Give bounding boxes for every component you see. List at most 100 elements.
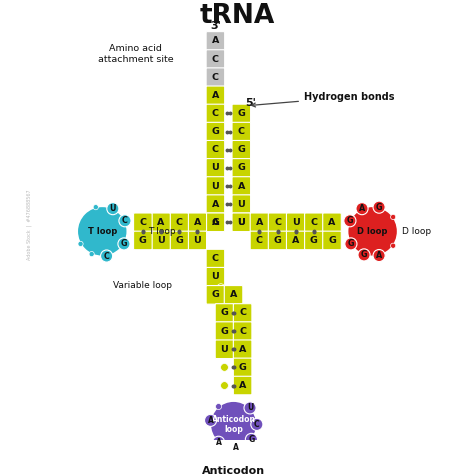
Text: G: G — [220, 327, 228, 336]
FancyBboxPatch shape — [206, 104, 225, 123]
Circle shape — [246, 433, 257, 446]
FancyBboxPatch shape — [206, 68, 225, 86]
FancyBboxPatch shape — [233, 322, 252, 340]
Text: U: U — [247, 403, 253, 412]
Text: 3': 3' — [210, 21, 221, 31]
FancyBboxPatch shape — [206, 285, 225, 304]
Text: C: C — [238, 127, 245, 136]
Circle shape — [89, 252, 94, 256]
Text: A: A — [359, 204, 365, 213]
Text: D loop: D loop — [357, 227, 388, 236]
Text: G: G — [237, 109, 245, 118]
Text: A: A — [230, 291, 237, 300]
Text: G: G — [220, 309, 228, 318]
Text: G: G — [139, 236, 147, 245]
Text: A: A — [157, 218, 164, 227]
Text: A: A — [239, 345, 246, 354]
FancyBboxPatch shape — [268, 231, 287, 250]
Circle shape — [220, 364, 228, 371]
Text: C: C — [212, 55, 219, 64]
Text: tRNA: tRNA — [200, 3, 274, 29]
Text: U: U — [193, 236, 201, 245]
Text: C: C — [239, 327, 246, 336]
Text: G: G — [361, 250, 367, 259]
FancyBboxPatch shape — [206, 267, 225, 286]
FancyBboxPatch shape — [286, 213, 305, 232]
FancyBboxPatch shape — [215, 340, 234, 358]
FancyBboxPatch shape — [170, 213, 188, 232]
FancyBboxPatch shape — [232, 104, 251, 123]
Circle shape — [356, 202, 368, 215]
Circle shape — [77, 206, 128, 256]
FancyBboxPatch shape — [233, 304, 252, 322]
Text: C: C — [176, 218, 182, 227]
Text: C: C — [122, 216, 128, 225]
Text: A: A — [208, 416, 213, 425]
FancyBboxPatch shape — [206, 249, 225, 268]
FancyBboxPatch shape — [233, 340, 252, 358]
Text: U: U — [157, 236, 165, 245]
Text: A: A — [376, 251, 382, 260]
FancyBboxPatch shape — [232, 159, 251, 177]
Text: G: G — [237, 145, 245, 154]
FancyBboxPatch shape — [206, 86, 225, 105]
FancyBboxPatch shape — [232, 195, 251, 213]
FancyBboxPatch shape — [134, 213, 152, 232]
Text: A: A — [328, 218, 336, 227]
Circle shape — [251, 419, 263, 430]
FancyBboxPatch shape — [206, 50, 225, 68]
FancyBboxPatch shape — [215, 322, 234, 340]
Text: U: U — [237, 218, 245, 227]
Text: G: G — [248, 435, 255, 444]
Text: G: G — [347, 239, 354, 248]
Text: T loop: T loop — [148, 227, 175, 236]
Text: A: A — [212, 200, 219, 209]
FancyBboxPatch shape — [170, 231, 188, 250]
Text: U: U — [211, 182, 219, 191]
Text: C: C — [212, 254, 219, 263]
Circle shape — [118, 238, 130, 250]
Text: U: U — [292, 218, 300, 227]
Text: A: A — [212, 91, 219, 100]
Text: G: G — [310, 236, 318, 245]
Text: G: G — [211, 127, 219, 136]
Text: G: G — [121, 239, 127, 248]
FancyBboxPatch shape — [215, 304, 234, 322]
Text: G: G — [239, 363, 246, 372]
Text: A: A — [292, 236, 300, 245]
Circle shape — [100, 250, 113, 262]
Text: D loop: D loop — [402, 227, 431, 236]
FancyBboxPatch shape — [206, 32, 225, 50]
Text: C: C — [256, 236, 263, 245]
FancyBboxPatch shape — [206, 159, 225, 177]
FancyBboxPatch shape — [232, 213, 251, 232]
Text: T loop: T loop — [88, 227, 117, 236]
Text: C: C — [139, 218, 146, 227]
Text: G: G — [211, 218, 219, 227]
Circle shape — [107, 202, 119, 215]
FancyBboxPatch shape — [232, 122, 251, 141]
Text: C: C — [212, 73, 219, 82]
Text: G: G — [273, 236, 282, 245]
FancyBboxPatch shape — [206, 122, 225, 141]
Circle shape — [358, 249, 370, 261]
Text: C: C — [274, 218, 281, 227]
Circle shape — [229, 442, 242, 454]
Text: A: A — [212, 218, 219, 227]
FancyBboxPatch shape — [224, 285, 243, 304]
Text: A: A — [256, 218, 263, 227]
Circle shape — [216, 403, 221, 410]
FancyBboxPatch shape — [305, 231, 323, 250]
Text: A: A — [216, 438, 221, 447]
Text: C: C — [239, 309, 246, 318]
Text: G: G — [346, 216, 353, 225]
Text: G: G — [376, 203, 383, 212]
FancyBboxPatch shape — [206, 140, 225, 159]
Circle shape — [220, 382, 228, 390]
FancyBboxPatch shape — [250, 231, 269, 250]
Text: C: C — [310, 218, 318, 227]
Text: A: A — [233, 443, 238, 452]
FancyBboxPatch shape — [152, 231, 170, 250]
Circle shape — [210, 401, 257, 448]
FancyBboxPatch shape — [233, 358, 252, 377]
